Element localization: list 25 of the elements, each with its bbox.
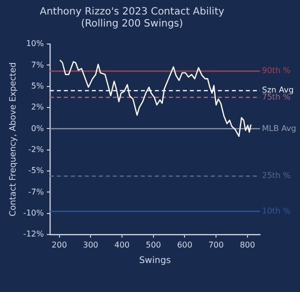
x-tick-label: 300	[83, 240, 98, 250]
x-tick-label: 200	[52, 240, 67, 250]
ref-line-label: 25th %	[262, 171, 291, 180]
y-tick-label: 10%	[26, 39, 44, 48]
x-tick-label: 600	[177, 240, 192, 250]
chart-title: Anthony Rizzo's 2023 Contact Ability (Rolling 200 Swings)	[40, 6, 224, 30]
x-tick-label: 500	[146, 240, 162, 250]
y-axis-title: Contact Frequency, Above Expected	[8, 62, 18, 216]
y-tick-label: -2%	[28, 144, 44, 154]
y-tick-label: -5%	[28, 166, 44, 176]
y-tick-label: 2%	[31, 102, 44, 112]
ref-line-label: Szn Avg	[262, 86, 294, 95]
y-tick-label: 5%	[31, 81, 44, 90]
y-tick-label: 7%	[31, 60, 44, 70]
y-tick-label: 0%	[31, 124, 44, 133]
x-tick-label: 700	[208, 240, 224, 250]
y-tick-label: -12%	[23, 230, 44, 239]
ref-line-label: MLB Avg	[262, 124, 296, 133]
x-tick-label: 400	[114, 240, 130, 250]
x-tick-label: 800	[240, 240, 256, 250]
ref-line-label: 90th %	[262, 66, 291, 76]
ref-line-label: 10th %	[262, 206, 291, 216]
y-tick-label: -10%	[23, 208, 44, 218]
x-axis-title: Swings	[139, 256, 172, 266]
y-tick-label: -7%	[28, 187, 44, 196]
